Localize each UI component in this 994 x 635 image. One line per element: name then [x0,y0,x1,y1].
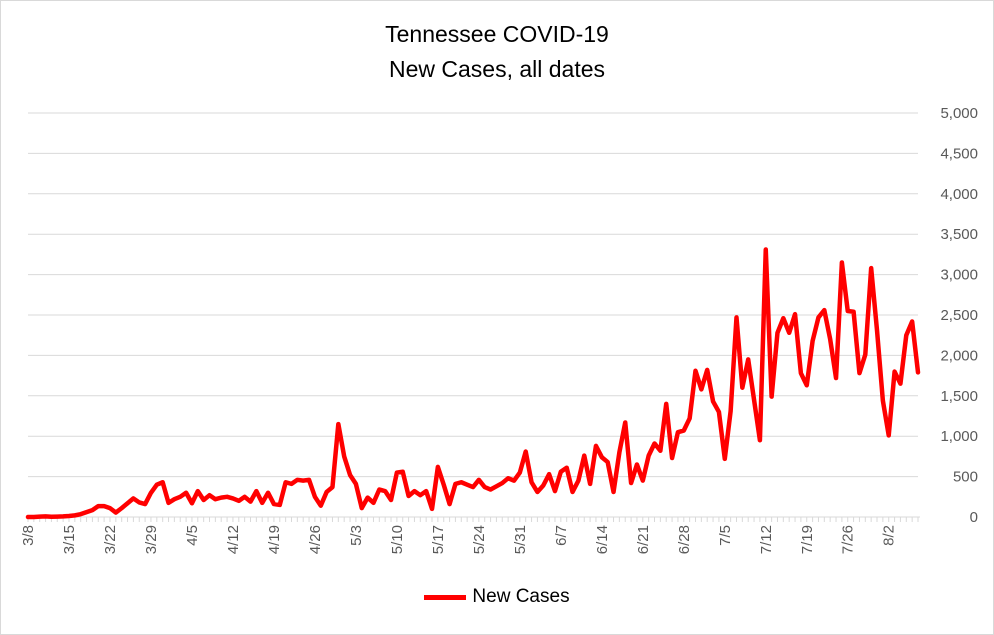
x-tick-label: 3/29 [143,525,160,554]
y-tick-label: 3,000 [940,267,978,284]
x-tick-label: 6/14 [594,525,611,554]
x-tick-label: 5/10 [389,525,406,554]
x-tick-label: 6/21 [635,525,652,554]
x-tick-label: 7/12 [758,525,775,554]
x-tick-label: 3/15 [61,525,78,554]
x-tick-label: 5/3 [348,525,365,546]
chart-subtitle: New Cases, all dates [388,56,606,82]
x-tick-label: 4/26 [307,525,324,554]
y-tick-label: 2,500 [940,307,978,324]
y-tick-label: 5,000 [940,105,978,122]
legend: New Cases [0,586,994,608]
y-tick-label: 4,000 [940,186,978,203]
x-tick-label: 7/26 [840,525,857,554]
x-tick-label: 8/2 [881,525,898,546]
x-tick-label: 5/31 [512,525,529,554]
x-tick-label: 4/5 [184,525,201,546]
x-tick-label: 7/5 [717,525,734,546]
x-tick-label: 4/12 [225,525,242,554]
x-tick-label: 3/8 [20,525,37,546]
legend-swatch [424,594,467,600]
y-tick-label: 4,500 [940,145,978,162]
x-tick-label: 3/22 [102,525,119,554]
x-tick-label: 6/7 [553,525,570,546]
x-tick-label: 7/19 [799,525,816,554]
y-tick-label: 2,000 [940,347,978,364]
x-tick-label: 4/19 [266,525,283,554]
legend-label: New Cases [472,586,570,607]
y-tick-label: 1,500 [940,388,978,405]
chart-title: Tennessee COVID-19 [385,21,609,47]
y-tick-label: 0 [970,509,978,526]
y-tick-label: 3,500 [940,226,978,243]
y-tick-label: 1,000 [940,428,978,445]
series-line-new-cases [25,247,921,520]
x-tick-label: 5/17 [430,525,447,554]
x-tick-label: 6/28 [676,525,693,554]
y-tick-label: 500 [953,469,978,486]
x-tick-label: 5/24 [471,525,488,554]
